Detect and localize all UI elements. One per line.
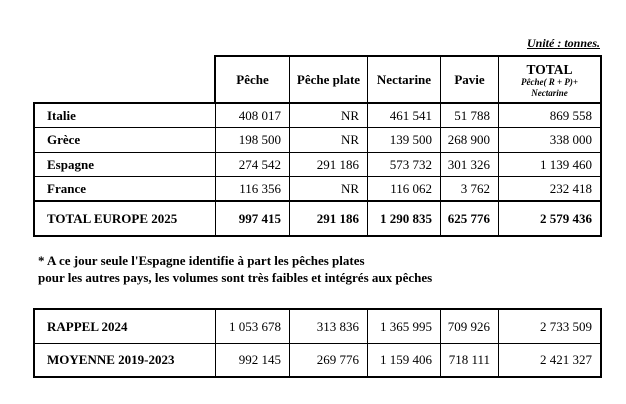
cell-grece-total: 338 000 <box>499 128 600 153</box>
column-header-nectarine: Nectarine <box>368 57 441 103</box>
cell-total-nectarine: 1 290 835 <box>368 202 441 235</box>
cell-total-peche-plate: 291 186 <box>290 202 368 235</box>
total-header-formula2: Nectarine <box>531 87 568 98</box>
cell-moyenne-total: 2 421 327 <box>540 352 592 367</box>
column-header-peche-plate: Pêche plate <box>290 57 368 103</box>
table1-body: Italie 408 017 NR 461 541 51 788 869 558… <box>33 102 602 237</box>
cell-moyenne-pavie: 718 111 <box>441 344 499 376</box>
cell-italie-pavie: 51 788 <box>441 104 499 128</box>
cell-espagne-peche: 274 542 <box>216 153 290 177</box>
table1-header-row: Pêche Pêche plate Nectarine Pavie TOTAL … <box>214 55 602 103</box>
cell-rappel-peche: 1 053 678 <box>216 310 290 344</box>
cell-espagne-nectarine: 573 732 <box>368 153 441 177</box>
cell-moyenne-peche-plate: 269 776 <box>290 344 368 376</box>
table2-body: RAPPEL 2024 1 053 678 313 836 1 365 995 … <box>33 308 602 378</box>
cell-rappel-peche-plate: 313 836 <box>290 310 368 344</box>
column-header-peche: Pêche <box>216 57 290 103</box>
cell-espagne-peche-plate: 291 186 <box>290 153 368 177</box>
cell-total-pavie: 625 776 <box>441 202 499 235</box>
cell-grece-pavie: 268 900 <box>441 128 499 153</box>
cell-moyenne-nectarine: 1 159 406 <box>368 344 441 376</box>
row-label-espagne: Espagne <box>35 153 216 177</box>
row-label-france: France <box>35 177 216 202</box>
column-header-total: TOTAL Pêche( R + P)+ Nectarine <box>499 57 600 103</box>
cell-rappel-total: 2 733 509 <box>499 310 600 344</box>
cell-france-pavie: 3 762 <box>441 177 499 202</box>
row-label-moyenne-2019-2023: MOYENNE 2019-2023 <box>35 344 216 376</box>
cell-rappel-pavie: 709 926 <box>441 310 499 344</box>
cell-total-total: 2 579 436 <box>540 210 592 226</box>
cell-italie-total: 869 558 <box>499 104 600 128</box>
row-label-grece: Grèce <box>35 128 216 153</box>
row-label-total-europe-2025: TOTAL EUROPE 2025 <box>35 202 216 235</box>
cell-grece-nectarine: 139 500 <box>368 128 441 153</box>
cell-grece-peche: 198 500 <box>216 128 290 153</box>
cell-france-peche: 116 356 <box>216 177 290 202</box>
row-label-italie: Italie <box>35 104 216 128</box>
cell-espagne-pavie: 301 326 <box>441 153 499 177</box>
column-header-pavie: Pavie <box>441 57 499 103</box>
cell-france-total: 232 418 <box>499 177 600 202</box>
cell-espagne-total: 1 139 460 <box>499 153 600 177</box>
cell-italie-nectarine: 461 541 <box>368 104 441 128</box>
cell-italie-peche: 408 017 <box>216 104 290 128</box>
cell-france-peche-plate: NR <box>290 177 368 202</box>
footnote-line1: * A ce jour seule l'Espagne identifie à … <box>38 253 365 268</box>
row-label-rappel-2024: RAPPEL 2024 <box>35 310 216 344</box>
footnote-line2: pour les autres pays, les volumes sont t… <box>38 270 433 285</box>
footnote: * A ce jour seule l'Espagne identifie à … <box>38 252 432 286</box>
cell-rappel-nectarine: 1 365 995 <box>368 310 441 344</box>
cell-moyenne-peche: 992 145 <box>216 344 290 376</box>
cell-france-nectarine: 116 062 <box>368 177 441 202</box>
total-header-formula: Pêche( R + P)+ <box>521 76 578 87</box>
cell-italie-peche-plate: NR <box>290 104 368 128</box>
unit-label: Unité : tonnes. <box>526 36 600 50</box>
cell-grece-peche-plate: NR <box>290 128 368 153</box>
total-header-title: TOTAL <box>526 61 573 77</box>
cell-total-peche: 997 415 <box>216 202 290 235</box>
